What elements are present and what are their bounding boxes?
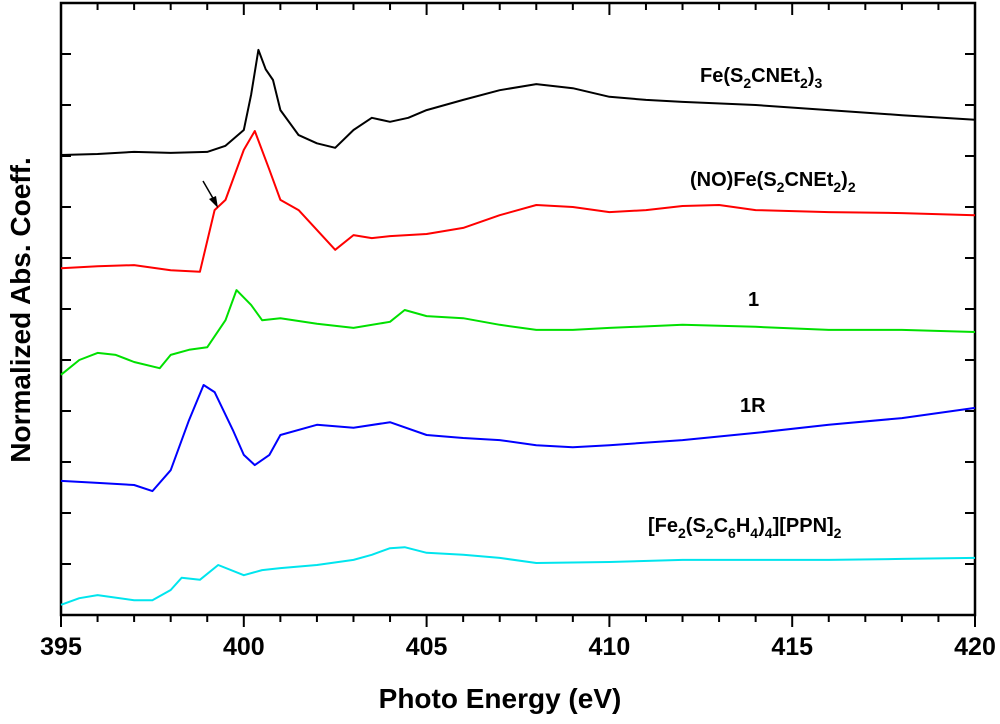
x-tick-label: 415: [771, 633, 813, 661]
series-lines: [60, 48, 976, 606]
arrow-head-icon: [209, 196, 218, 208]
x-axis-title: Photo Energy (eV): [379, 683, 622, 714]
series-label: 1: [748, 289, 759, 311]
series-labels: Fe(S2CNEt2)3 (NO)Fe(S2CNEt2)2 1 1R [Fe2(S2C6…: [648, 65, 856, 541]
series-line-4: [60, 546, 976, 606]
x-tick-label: 400: [223, 633, 265, 661]
series-line-3: [60, 384, 976, 493]
x-tick-label: 420: [954, 633, 996, 661]
axis-ticks: [60, 2, 976, 627]
series-line-0: [60, 48, 976, 156]
plot-frame: [59, 1, 977, 617]
series-label: 1R: [740, 395, 766, 417]
series-line-2: [60, 289, 976, 376]
series-line-1: [60, 130, 976, 273]
arrow-annotation: [202, 180, 218, 208]
x-tick-labels: 395 400 405 410 415 420: [40, 633, 996, 661]
series-label: (NO)Fe(S2CNEt2)2: [690, 169, 856, 195]
y-axis-title: Normalized Abs. Coeff.: [5, 157, 36, 462]
x-tick-label: 405: [406, 633, 448, 661]
series-label: [Fe2(S2C6H4)4][PPN]2: [648, 515, 842, 541]
x-tick-label: 410: [589, 633, 631, 661]
x-tick-label: 395: [40, 633, 82, 661]
series-label: Fe(S2CNEt2)3: [700, 65, 823, 91]
